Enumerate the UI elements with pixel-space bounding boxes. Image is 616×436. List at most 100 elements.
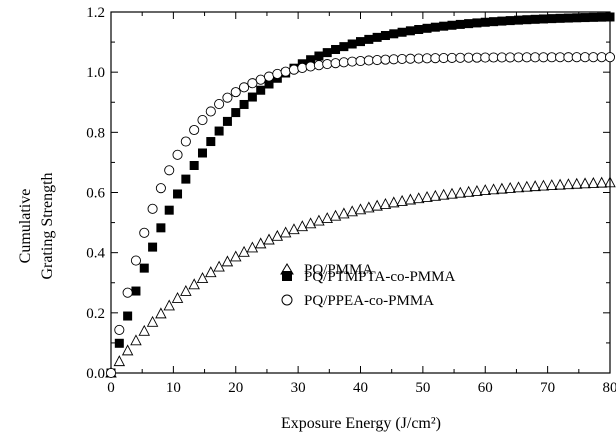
data-point [173,189,183,199]
data-point [247,78,258,89]
data-point [412,192,425,204]
data-point [372,54,383,66]
data-point [405,26,415,36]
data-point [288,64,300,75]
data-point [296,220,309,232]
data-point [479,184,491,196]
data-point [430,53,441,64]
data-point [555,52,566,63]
data-point [572,13,582,23]
data-point [546,179,558,191]
data-point [181,174,191,184]
data-point [421,190,433,202]
data-point [396,194,408,206]
data-point [263,71,275,82]
data-point [304,217,317,229]
data-point [221,255,234,267]
legend-label-pq-ptmpta-co-pmma: PQ/PTMPTA-co-PMMA [304,269,455,285]
y-axis-title-line-2: Grating Strength [39,172,56,279]
data-point [588,52,599,63]
data-point [538,14,548,24]
data-point [530,52,541,63]
series-pq-pmma [105,176,616,378]
data-point [364,34,374,44]
data-point [513,52,524,63]
data-point [522,15,532,25]
data-point [288,223,300,235]
data-point [329,209,342,221]
data-point [256,85,266,95]
data-point [214,99,225,110]
data-point [472,18,482,28]
data-point [189,124,200,136]
data-point [471,52,482,63]
y-tick-label: 0.0 [86,366,105,382]
data-point [255,74,266,85]
legend-label-pq-ppea-co-pmma: PQ/PPEA-co-PMMA [304,293,434,309]
data-point [330,58,341,69]
series-pq-ppea-co-pmma [105,52,616,379]
data-point [147,203,158,214]
data-point [205,266,217,278]
data-point [322,48,332,58]
data-point [305,61,316,72]
data-point [514,15,524,25]
data-point [197,148,207,158]
data-point [363,201,375,213]
data-point [222,92,233,103]
data-point [121,344,134,356]
plot-frame [110,11,611,374]
data-point [156,223,166,233]
data-point [547,14,557,24]
data-point [570,177,583,189]
data-point [272,68,283,79]
data-point [354,203,367,215]
data-point [462,185,475,197]
y-axis-title-line-1: Cumulative [17,189,34,264]
data-point [379,197,392,209]
data-point [280,66,291,77]
data-point [238,245,250,257]
y-tick-label: 0.2 [86,306,105,322]
data-point [455,52,466,63]
x-tick-label: 20 [228,380,243,396]
data-point [356,37,365,47]
data-point [189,160,199,170]
data-point [464,19,474,29]
data-point [339,42,349,52]
data-point [497,16,507,26]
data-point [454,186,467,198]
data-point [430,22,440,32]
data-point [489,17,499,27]
data-point [471,184,483,196]
data-point [414,25,424,35]
data-point [313,60,324,71]
x-tick-label: 80 [603,380,616,396]
data-point [571,52,582,63]
data-point [446,52,458,63]
data-point [171,291,184,303]
data-point [306,55,316,65]
data-point [597,12,607,22]
data-point [146,315,159,327]
y-tick-label: 0.8 [86,125,105,141]
data-point [206,137,216,147]
data-point [155,183,166,194]
data-point [397,53,408,65]
data-point [155,307,167,319]
data-point [164,165,175,176]
data-point [123,311,133,321]
data-point [313,214,325,226]
data-point [455,19,465,29]
data-point [139,227,150,238]
legend-marker-pq-ptmpta-co-pmma [282,271,292,281]
data-point [505,16,515,26]
data-point [196,272,209,283]
data-point [247,92,257,102]
data-point [546,52,557,63]
legend: PQ/PMMA PQ/PTMPTA-co-PMMA PQ/PPEA-co-PMM… [280,262,455,309]
axes: 0 10 20 30 40 50 60 70 80 0.0 0.2 0.4 0.6 0.8 1.0 1.2 [86,5,616,396]
series-pq-ptmpta-co-pmma [106,12,615,378]
data-point [562,178,575,190]
data-point [505,52,516,63]
